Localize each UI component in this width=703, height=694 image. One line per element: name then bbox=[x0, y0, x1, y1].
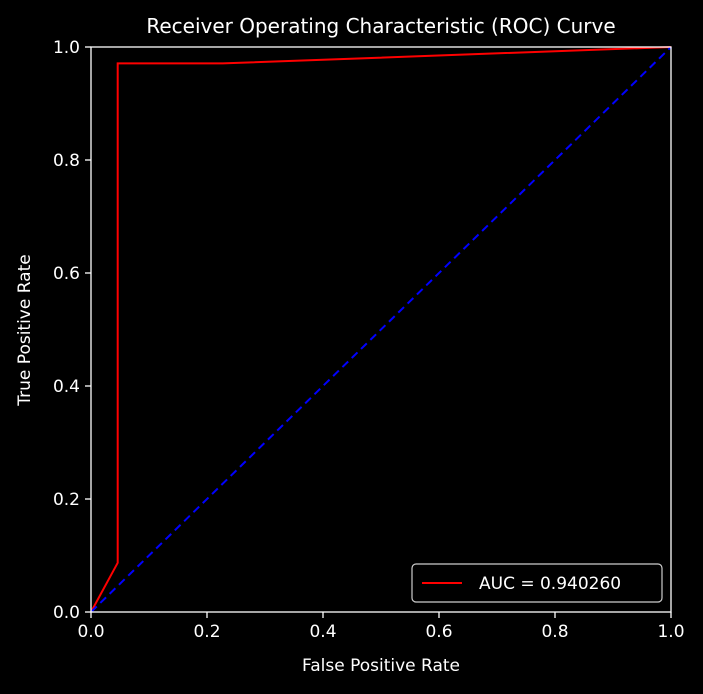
axis-ticks: 0.0 0.2 0.4 0.6 0.8 1.0 0.0 0.2 0.4 0.6 0.8 1.0 bbox=[53, 38, 685, 642]
chart-title: Receiver Operating Characteristic (ROC) … bbox=[146, 14, 615, 38]
y-tick-label: 1.0 bbox=[53, 38, 80, 58]
x-tick-label: 0.6 bbox=[425, 622, 452, 642]
axes-frame bbox=[90, 46, 672, 613]
legend-label: AUC = 0.940260 bbox=[479, 574, 621, 594]
legend-box bbox=[411, 563, 663, 603]
y-axis-label: True Positive Rate bbox=[15, 254, 35, 406]
y-tick-label: 0.4 bbox=[53, 377, 80, 397]
y-tick-label: 0.6 bbox=[53, 264, 80, 284]
plot-area bbox=[90, 46, 672, 613]
x-axis-label: False Positive Rate bbox=[302, 656, 460, 676]
legend: AUC = 0.940260 bbox=[411, 563, 663, 603]
x-tick-label: 0.0 bbox=[77, 622, 104, 642]
roc-curve-line bbox=[90, 46, 672, 613]
x-tick-label: 0.8 bbox=[541, 622, 568, 642]
y-tick-label: 0.2 bbox=[53, 490, 80, 510]
y-tick-label: 0.0 bbox=[53, 603, 80, 623]
chance-line bbox=[90, 46, 672, 613]
x-tick-label: 0.4 bbox=[309, 622, 336, 642]
y-tick-label: 0.8 bbox=[53, 151, 80, 171]
x-tick-label: 1.0 bbox=[657, 622, 684, 642]
x-tick-label: 0.2 bbox=[193, 622, 220, 642]
